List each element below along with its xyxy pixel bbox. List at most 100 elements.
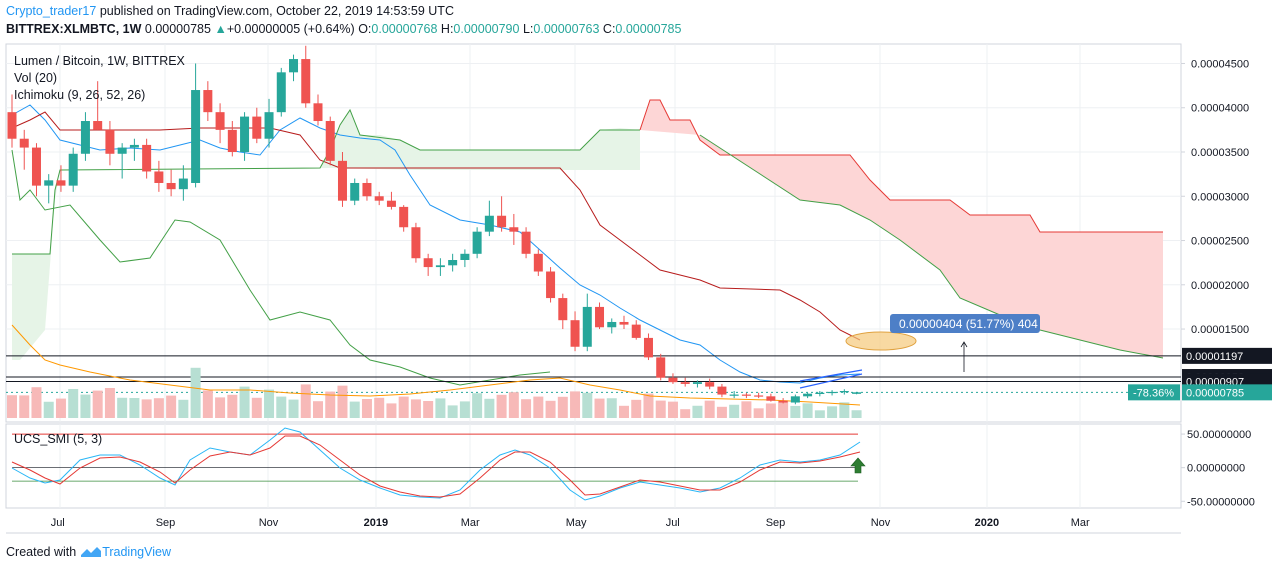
volume-bar — [239, 386, 250, 418]
open-label: O: — [358, 22, 372, 36]
volume-bar — [398, 396, 409, 418]
chikou-line — [11, 149, 551, 386]
volume-bar — [166, 395, 177, 418]
smi-pane — [5, 423, 1182, 509]
volume-bar — [251, 397, 262, 418]
candle-body — [533, 253, 543, 272]
volume-bar — [129, 398, 140, 418]
volume-bar — [557, 396, 568, 418]
candle-body — [790, 396, 800, 403]
time-tick-label: Mar — [1071, 517, 1090, 529]
candle-body — [19, 138, 29, 148]
time-tick-label: May — [566, 517, 587, 529]
candle-body — [7, 112, 17, 139]
volume-bar — [349, 401, 360, 418]
volume-bar — [153, 398, 164, 418]
last-price: 0.00000785 — [144, 22, 211, 36]
volume-bar — [619, 405, 629, 418]
candle-body — [778, 400, 788, 403]
candle-body — [448, 260, 458, 266]
candle-body — [264, 112, 274, 139]
publish-text: published on TradingView.com, October 22… — [99, 4, 454, 18]
candle-body — [350, 182, 360, 201]
volume-bar — [484, 398, 495, 418]
candle-body — [484, 215, 494, 232]
highlight-ellipse — [845, 331, 917, 351]
author-link[interactable]: Crypto_trader17 — [6, 4, 97, 18]
trendline-upper — [799, 369, 863, 382]
candle-body — [546, 271, 556, 299]
volume-bar — [92, 390, 103, 418]
tradingview-logo[interactable]: TradingView — [80, 545, 171, 559]
ichimoku-lines — [11, 99, 1164, 386]
volume-bar — [680, 409, 691, 418]
candle-body — [570, 320, 580, 347]
volume-bar — [300, 384, 311, 418]
volume-bar — [117, 397, 128, 418]
volume-bar — [716, 406, 727, 418]
close-value: 0.00000785 — [615, 22, 682, 36]
candle-body — [803, 393, 813, 397]
volume-bar — [802, 403, 813, 418]
volume-bar — [423, 401, 434, 418]
price-tick-label: 0.00003500 — [1191, 147, 1249, 159]
volume-bar — [667, 401, 678, 418]
candle-body — [656, 357, 666, 378]
volume-bar — [264, 389, 275, 418]
high-value: 0.00000790 — [453, 22, 520, 36]
ichimoku-legend: Ichimoku (9, 26, 52, 26) — [14, 88, 146, 102]
candle-body — [423, 258, 433, 268]
volume-bar — [361, 399, 372, 418]
up-arrow-icon — [850, 457, 866, 474]
up-arrow-icon: ▲ — [214, 22, 227, 36]
price-label: 0.00000785 — [1186, 387, 1244, 399]
volume-bar — [570, 391, 581, 418]
volume-bar — [178, 399, 189, 418]
volume-bar — [313, 401, 323, 418]
volume-bar — [215, 397, 226, 418]
candle-body — [68, 153, 78, 186]
price-change: +0.00000005 (+0.64%) — [226, 22, 355, 36]
price-label-bg — [1182, 384, 1272, 401]
volume-bar — [741, 401, 752, 418]
smi-legend: UCS_SMI (5, 3) — [14, 432, 103, 446]
volume-bar — [729, 404, 740, 418]
volume-legend: Vol (20) — [14, 71, 58, 85]
volume-bar — [839, 402, 850, 418]
price-tick-label: 0.00001500 — [1191, 324, 1249, 336]
candle-body — [215, 112, 225, 130]
volume-bar — [496, 394, 507, 418]
senkou-a-forward — [699, 134, 1164, 359]
candle-body — [227, 129, 237, 152]
candle-body — [631, 324, 641, 338]
smi-line-red — [11, 435, 861, 498]
volume-bar — [459, 401, 470, 418]
time-tick-label: Sep — [156, 517, 176, 529]
volume-bars — [7, 367, 862, 418]
smi-tick-label: 50.00000000 — [1187, 429, 1251, 441]
volume-bar — [827, 406, 838, 418]
candle-body — [754, 395, 764, 397]
volume-bar — [410, 399, 421, 418]
candle-body — [729, 394, 739, 396]
volume-bar — [202, 390, 213, 418]
candle-body — [558, 298, 568, 321]
senkou-b-line — [639, 99, 1163, 233]
candle-body — [301, 59, 311, 104]
candle-body — [582, 306, 592, 347]
time-tick-label: 2020 — [975, 517, 999, 529]
tradingview-icon — [81, 547, 102, 557]
time-tick-label: Nov — [871, 517, 891, 529]
candle-body — [325, 121, 335, 161]
candle-body — [117, 147, 127, 154]
candle-body — [276, 72, 286, 113]
volume-bar — [851, 410, 862, 418]
volume-bar — [472, 393, 483, 418]
senkou-a-line — [12, 108, 640, 255]
candle-body — [178, 178, 188, 190]
cloud-bear — [640, 100, 1163, 358]
candle-body — [154, 171, 164, 183]
price-label-bg — [1182, 347, 1272, 364]
candle-body — [521, 231, 531, 254]
